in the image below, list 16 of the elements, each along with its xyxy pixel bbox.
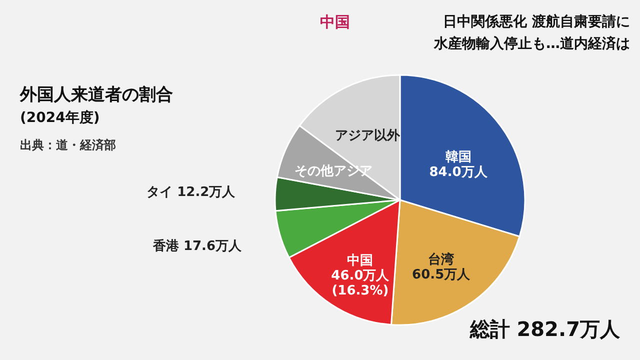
- source-note: 出典：道・経済部: [20, 138, 116, 152]
- data-label: 84.0万人: [429, 164, 488, 180]
- data-label: 46.0万人 (16.3%): [331, 268, 390, 299]
- text: (2024年度): [20, 109, 100, 126]
- data-label: 60.5万人: [412, 268, 472, 283]
- slice-label: 韓国: [445, 150, 472, 165]
- text: 日中関係悪化 渡航自粛要請に: [443, 13, 630, 30]
- slice-label: アジア以外: [334, 128, 401, 144]
- slice-label: 香港 17.6万人: [152, 238, 243, 254]
- text: 中国: [320, 13, 350, 31]
- text: 総計 282.7万人: [468, 317, 621, 341]
- text: 外国人来道者の割合: [19, 85, 173, 105]
- text: 水産物輸入停止も…道内経済は: [433, 35, 630, 52]
- slice-label: 中国: [347, 254, 374, 269]
- slice-label: 台湾: [428, 252, 454, 268]
- slice-label: タイ 12.2万人: [146, 185, 236, 200]
